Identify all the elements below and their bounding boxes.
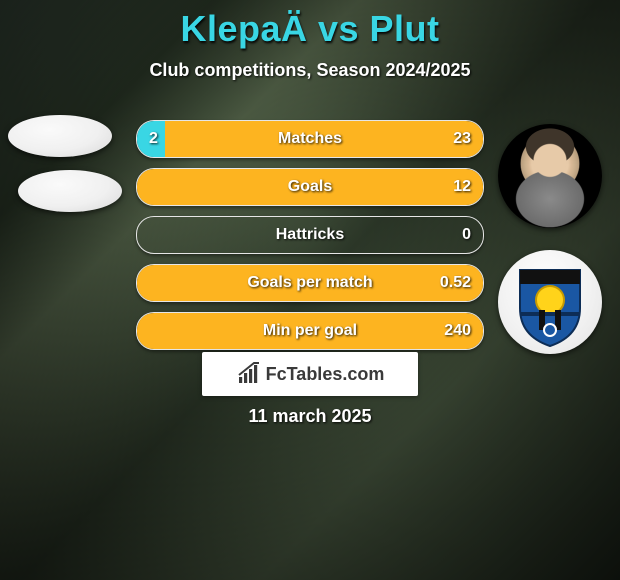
stat-row-right-value: 0	[462, 217, 471, 253]
stat-row-label: Matches	[137, 121, 483, 157]
stats-rows: 2Matches23 Goals12 Hattricks0 Goals per mat…	[136, 120, 484, 360]
comparison-card: KlepaÄ vs Plut Club competitions, Season…	[0, 0, 620, 580]
stat-row-label: Min per goal	[137, 313, 483, 349]
stat-row-label: Hattricks	[137, 217, 483, 253]
page-subtitle: Club competitions, Season 2024/2025	[0, 60, 620, 81]
stat-row: Goals12	[136, 168, 484, 206]
stat-row: Hattricks0	[136, 216, 484, 254]
stat-row-right-value: 23	[453, 121, 471, 157]
club-right-badge	[498, 250, 602, 354]
stat-row: 2Matches23	[136, 120, 484, 158]
attribution-badge: FcTables.com	[202, 352, 418, 396]
stat-row: Goals per match0.52	[136, 264, 484, 302]
player-left-avatar	[8, 115, 112, 157]
club-right-badge-svg	[498, 250, 602, 354]
stat-row-label: Goals	[137, 169, 483, 205]
stat-row-label: Goals per match	[137, 265, 483, 301]
stat-row: Min per goal240	[136, 312, 484, 350]
stat-row-right-value: 12	[453, 169, 471, 205]
club-left-badge	[18, 170, 122, 212]
fctables-icon	[236, 361, 262, 387]
player-right-avatar	[498, 124, 602, 228]
date-text: 11 march 2025	[0, 406, 620, 427]
page-title: KlepaÄ vs Plut	[0, 8, 620, 50]
stat-row-right-value: 240	[444, 313, 471, 349]
attribution-text: FcTables.com	[266, 364, 385, 385]
stat-row-right-value: 0.52	[440, 265, 471, 301]
